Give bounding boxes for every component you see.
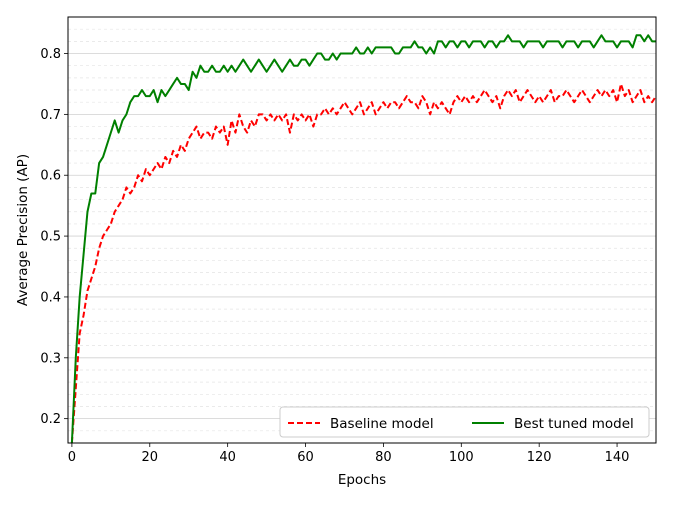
plot-frame <box>67 16 657 444</box>
y-tick-label: 0.6 <box>40 169 61 184</box>
x-tick-label: 20 <box>142 450 159 465</box>
legend-label-baseline: Baseline model <box>330 416 434 432</box>
y-tick-label: 0.2 <box>40 412 61 427</box>
axis-ticks: 0.2 0.3 0.4 0.5 0.6 0.7 0.8 0 20 40 60 80 100 120 140 <box>40 47 629 465</box>
y-tick-label: 0.8 <box>40 47 61 62</box>
y-tick-label: 0.3 <box>40 351 61 366</box>
plot-series <box>70 34 656 443</box>
legend-box <box>279 406 650 438</box>
y-tick-label: 0.4 <box>40 290 61 305</box>
y-axis-title: Average Precision (AP) <box>15 154 31 306</box>
y-tick-label: 0.7 <box>40 108 61 123</box>
x-tick-label: 100 <box>449 450 474 465</box>
x-tick-label: 60 <box>297 450 314 465</box>
legend: Baseline model Best tuned model <box>279 406 650 438</box>
x-tick-label: 80 <box>375 450 392 465</box>
series-line-baseline <box>70 82 656 443</box>
x-tick-label: 120 <box>527 450 552 465</box>
legend-label-best-tuned: Best tuned model <box>514 416 634 432</box>
y-tick-label: 0.5 <box>40 230 61 245</box>
x-axis-title: Epochs <box>338 472 386 488</box>
x-tick-label: 140 <box>605 450 630 465</box>
x-tick-label: 40 <box>219 450 236 465</box>
x-tick-label: 0 <box>68 450 76 465</box>
series-line-best-tuned <box>70 34 656 443</box>
